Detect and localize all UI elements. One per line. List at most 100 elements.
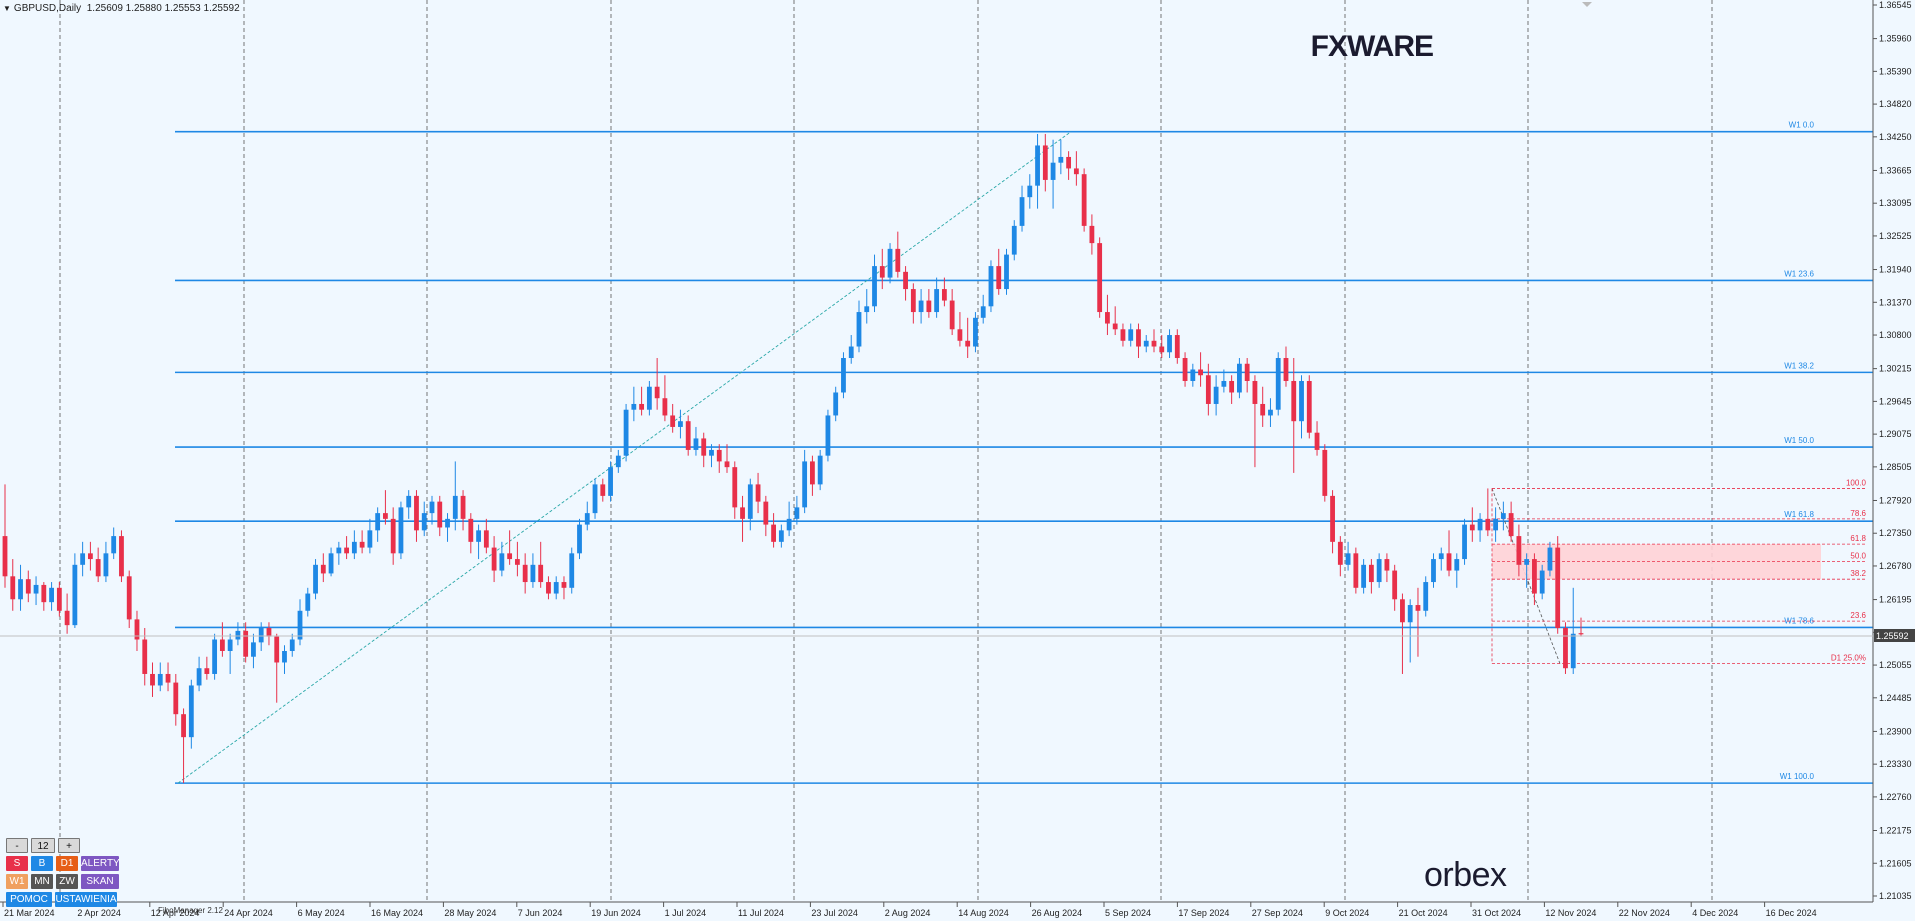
time-tick-label: 1 Jul 2024 [665,908,707,918]
candle-body [212,639,218,674]
candle-body [693,438,699,450]
w1-button[interactable]: W1 [6,874,28,889]
fib-anchor-line[interactable] [177,131,1072,784]
candle-body [507,553,513,560]
candle-body [1578,633,1584,635]
weekly-fib-label: W1 0.0 [1789,121,1815,130]
collapse-triangle-icon[interactable]: ▼ [3,4,11,13]
price-tick-label: 1.22175 [1879,826,1912,836]
candle-body [1097,243,1103,313]
candle-body [1198,369,1203,376]
candle-body [367,530,373,548]
increase-button[interactable]: + [58,838,80,853]
alerts-button[interactable]: ALERTY [81,856,120,871]
candle-body [1438,553,1444,560]
candle-body [794,507,800,519]
size-value[interactable]: 12 [31,838,55,853]
time-tick-label: 21 Oct 2024 [1399,908,1448,918]
candle-body [1407,605,1413,623]
candle-body [235,630,241,640]
candle-body [1469,524,1475,531]
settings-button[interactable]: USTAWIENIA [55,892,117,907]
ohlc-values: 1.25609 1.25880 1.25553 1.25592 [86,3,240,14]
time-tick-label: 22 Nov 2024 [1619,908,1670,918]
candle-body [251,642,256,657]
candle-body [872,266,877,307]
price-tick-label: 1.35390 [1879,66,1912,76]
mn-button[interactable]: MN [31,874,53,889]
sell-button[interactable]: S [6,856,28,871]
fib-zone[interactable] [1492,544,1821,580]
candle-body [483,530,489,548]
time-tick-label: 9 Oct 2024 [1325,908,1369,918]
candle-body [1042,145,1048,180]
price-tick-label: 1.34250 [1879,132,1912,142]
scroll-marker-icon[interactable] [1582,2,1592,7]
candle-body [1547,547,1553,571]
price-tick-label: 1.33665 [1879,165,1912,175]
fxware-logo: FXWARE [1310,30,1434,63]
candle-body [1508,513,1514,537]
daily-fib-label: 38.2 [1850,569,1866,578]
d1-button[interactable]: D1 [56,856,78,871]
candle-body [833,392,839,416]
candle-body [514,559,520,565]
time-tick-label: 19 Jun 2024 [591,908,641,918]
candle-body [577,524,582,554]
candle-body [608,467,613,496]
candle-body [1493,518,1499,531]
candle-body [771,524,776,542]
candle-body [646,386,652,410]
candle-body [848,346,854,359]
panel-row-1: S B D1 ALERTY [6,856,156,871]
candle-body [592,484,598,514]
candle-body [421,513,427,531]
candle-body [1376,559,1382,583]
price-tick-label: 1.35960 [1879,34,1912,44]
candle-body [1500,513,1506,519]
candle-body [188,685,194,738]
daily-fib-levels[interactable]: 100.0 78.6 61.8 50.0 38.2 23.6 D1 25.0% [1491,478,1867,665]
candle-body [328,553,334,574]
time-tick-label: 31 Oct 2024 [1472,908,1521,918]
candle-body [600,484,606,496]
candle-body [196,668,202,686]
help-button[interactable]: POMOC [6,892,52,907]
candle-body [546,582,551,594]
daily-fib-label: 23.6 [1850,611,1866,620]
candle-body [111,536,117,554]
time-axis[interactable]: 21 Mar 2024 2 Apr 2024 12 Apr 2024 24 Apr 2… [2,902,1817,918]
candle-body [856,312,862,347]
candle-body [64,610,70,626]
candle-body [1112,323,1118,330]
candle-body [670,415,676,427]
time-tick-label: 12 Apr 2024 [151,908,200,918]
panel-row-3: POMOC USTAWIENIA [6,892,156,907]
candle-body [297,610,303,640]
candle-body [157,673,163,686]
time-tick-label: 2 Apr 2024 [77,908,121,918]
candle-body [1182,358,1188,381]
time-tick-label: 17 Sep 2024 [1178,908,1229,918]
candle-body [18,579,23,600]
time-tick-label: 12 Nov 2024 [1545,908,1596,918]
zw-button[interactable]: ZW [56,874,78,889]
weekly-fib-levels[interactable]: W1 0.0W1 23.6W1 38.2W1 50.0W1 61.8W1 78.… [175,121,1873,784]
price-axis[interactable]: 1.36545 1.35960 1.35390 1.34820 1.34250 1.336… [1873,0,1912,901]
candle-body [1205,375,1211,404]
candle-body [1485,518,1491,531]
candle-body [709,449,714,456]
candle-body [1174,335,1180,359]
time-tick-label: 24 Apr 2024 [224,908,273,918]
daily-fib-label: D1 25.0% [1831,654,1866,663]
price-tick-label: 1.31370 [1879,297,1912,307]
candle-body [142,639,148,674]
scan-button[interactable]: SKAN [81,874,119,889]
price-tick-label: 1.26195 [1879,595,1912,605]
price-tick-label: 1.31940 [1879,265,1912,275]
buy-button[interactable]: B [31,856,53,871]
decrease-button[interactable]: - [6,838,28,853]
candle-body [1570,633,1576,669]
candle-body [1345,553,1351,565]
